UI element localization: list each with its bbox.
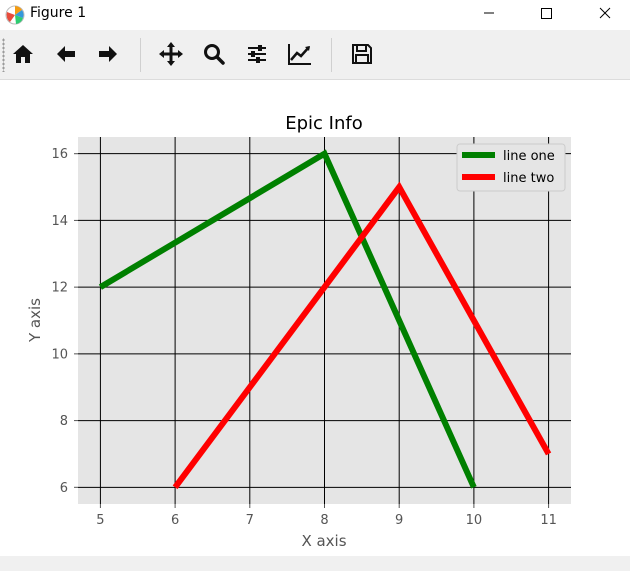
series-layer bbox=[98, 149, 552, 490]
legend-line-two-label: line two bbox=[503, 171, 554, 186]
y-tick-label: 10 bbox=[51, 347, 68, 362]
pan-icon bbox=[159, 42, 183, 66]
toolbar-separator bbox=[140, 38, 141, 72]
title-bar: Figure 1 bbox=[0, 0, 630, 30]
y-tick-label: 14 bbox=[51, 214, 68, 229]
x-tick-label: 5 bbox=[96, 513, 104, 528]
y-tick-label: 12 bbox=[51, 281, 68, 296]
minimize-button[interactable] bbox=[466, 0, 512, 30]
x-tick-label: 11 bbox=[540, 513, 557, 528]
x-tick-label: 7 bbox=[246, 513, 254, 528]
y-tick-label: 6 bbox=[60, 481, 68, 496]
back-button[interactable] bbox=[50, 38, 82, 70]
x-axis-ticks: 5 6 7 8 9 10 11 bbox=[96, 504, 557, 528]
toolbar-grip[interactable] bbox=[2, 38, 5, 72]
back-arrow-icon bbox=[57, 46, 75, 62]
matplotlib-app-icon bbox=[4, 4, 26, 26]
maximize-button[interactable] bbox=[524, 0, 570, 30]
series-line-line-two bbox=[172, 181, 552, 490]
y-tick-label: 8 bbox=[60, 414, 68, 429]
figure-canvas[interactable]: Epic Info 5 6 7 8 9 10 11 6 8 10 12 14 16 X axis Y … bbox=[0, 80, 630, 556]
configure-subplots-icon bbox=[248, 45, 266, 63]
zoom-icon bbox=[204, 44, 225, 65]
home-button[interactable] bbox=[7, 38, 39, 70]
x-tick-label: 6 bbox=[171, 513, 179, 528]
series-line-line-one bbox=[98, 149, 477, 489]
edit-axis-icon bbox=[288, 44, 311, 65]
edit-axis-button[interactable] bbox=[284, 38, 316, 70]
x-axis-label: X axis bbox=[301, 532, 346, 550]
window-title: Figure 1 bbox=[30, 5, 87, 21]
zoom-button[interactable] bbox=[198, 38, 230, 70]
navigation-toolbar bbox=[0, 30, 630, 80]
y-tick-label: 16 bbox=[51, 147, 68, 162]
y-axis-ticks: 6 8 10 12 14 16 bbox=[51, 147, 78, 496]
x-tick-label: 9 bbox=[395, 513, 403, 528]
chart-title: Epic Info bbox=[285, 113, 362, 134]
home-icon bbox=[13, 45, 33, 63]
legend: line one line two bbox=[456, 143, 566, 192]
x-tick-label: 10 bbox=[466, 513, 483, 528]
save-button[interactable] bbox=[346, 38, 378, 70]
pan-button[interactable] bbox=[155, 38, 187, 70]
y-axis-label: Y axis bbox=[26, 298, 44, 343]
configure-subplots-button[interactable] bbox=[241, 38, 273, 70]
x-tick-label: 8 bbox=[320, 513, 328, 528]
close-button[interactable] bbox=[582, 0, 628, 30]
forward-arrow-icon bbox=[99, 46, 117, 62]
save-icon bbox=[352, 44, 372, 64]
legend-line-one-label: line one bbox=[503, 149, 555, 164]
line-chart[interactable]: Epic Info 5 6 7 8 9 10 11 6 8 10 12 14 16 X axis Y … bbox=[0, 80, 630, 556]
status-bar bbox=[0, 556, 630, 571]
forward-button[interactable] bbox=[92, 38, 124, 70]
toolbar-separator bbox=[331, 38, 332, 72]
